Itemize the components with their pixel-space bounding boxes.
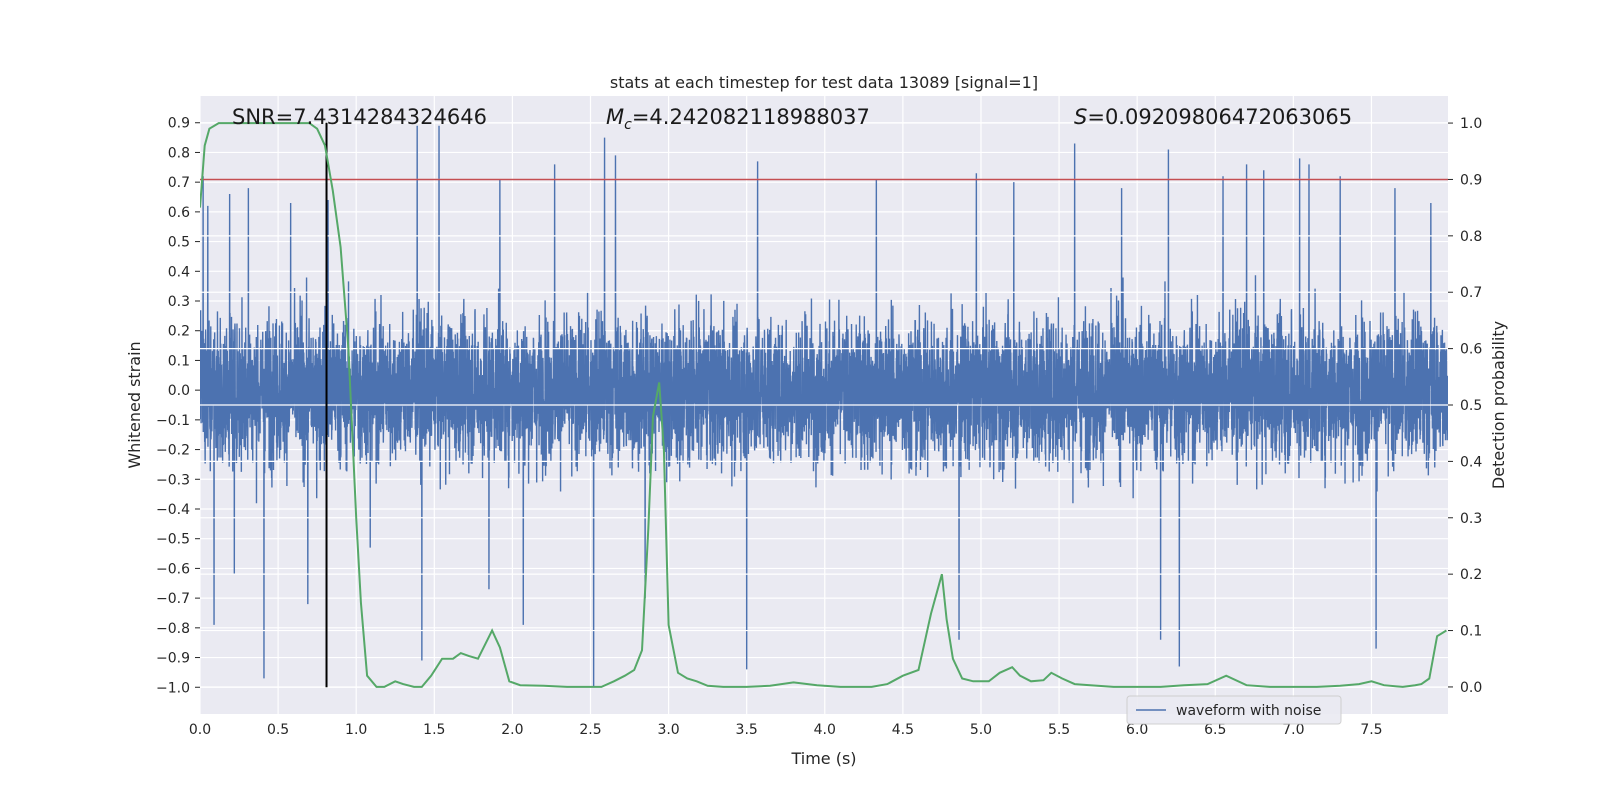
y-axis-label: Whitened strain <box>125 341 144 468</box>
y-tick-label: 0.9 <box>168 116 190 132</box>
x-tick-label: 7.0 <box>1282 722 1304 738</box>
y-tick-label: 0.0 <box>168 383 190 399</box>
y2-tick-label: 0.8 <box>1460 229 1482 245</box>
x-tick-label: 4.0 <box>814 722 836 738</box>
y-tick-label: −0.9 <box>156 651 190 667</box>
y-tick-label: −0.1 <box>156 413 190 429</box>
detection-probability-series <box>200 122 1447 688</box>
chirp-mass-value: =4.242082118988037 <box>632 105 870 129</box>
y2-tick-label: 0.0 <box>1460 680 1482 696</box>
y-tick-label: −0.4 <box>156 502 190 518</box>
y-tick-label: 0.8 <box>168 145 190 161</box>
y-tick-label: −0.7 <box>156 591 190 607</box>
y-tick-label: −1.0 <box>156 680 190 696</box>
y-tick-label: 0.5 <box>168 235 190 251</box>
y2-tick-label: 0.3 <box>1460 511 1482 527</box>
y2-tick-label: 0.2 <box>1460 567 1482 583</box>
x-tick-label: 3.5 <box>736 722 758 738</box>
y-tick-label: 0.1 <box>168 353 190 369</box>
y2-axis-label: Detection probability <box>1489 321 1508 489</box>
x-tick-label: 5.0 <box>970 722 992 738</box>
x-tick-label: 1.5 <box>423 722 445 738</box>
x-tick-label: 3.0 <box>657 722 679 738</box>
y-tick-label: 0.7 <box>168 175 190 191</box>
y-tick-label: 0.4 <box>168 264 190 280</box>
y2-tick-label: 1.0 <box>1460 116 1482 132</box>
x-tick-label: 0.0 <box>189 722 211 738</box>
waveform-series <box>200 125 1448 688</box>
y-tick-label: −0.6 <box>156 561 190 577</box>
x-axis-label: Time (s) <box>790 749 856 768</box>
y2-tick-label: 0.6 <box>1460 342 1482 358</box>
chirp-mass-subscript: c <box>624 117 632 133</box>
x-tick-label: 2.5 <box>579 722 601 738</box>
y-tick-label: −0.3 <box>156 472 190 488</box>
s-annotation: S=0.09209806472063065 <box>1074 105 1352 129</box>
y2-tick-label: 0.5 <box>1460 398 1482 414</box>
chirp-mass-symbol: M <box>606 105 624 129</box>
snr-annotation: SNR=7.4314284324646 <box>232 105 487 129</box>
y-axis-ticks: 0.9 0.8 0.7 0.6 0.5 0.4 0.3 0.2 0.1 0.0 −0.1 −0.2 −0… <box>156 116 200 696</box>
y2-tick-label: 0.4 <box>1460 454 1482 470</box>
legend-box <box>1126 695 1342 725</box>
x-tick-label: 2.0 <box>501 722 523 738</box>
y-tick-label: −0.5 <box>156 532 190 548</box>
y-tick-label: −0.2 <box>156 443 190 459</box>
y2-tick-label: 0.7 <box>1460 285 1482 301</box>
legend-label: waveform with noise <box>1176 703 1321 719</box>
y-tick-label: 0.2 <box>168 324 190 340</box>
legend: waveform with noise <box>1126 695 1342 725</box>
chirp-mass-annotation: Mc=4.242082118988037 <box>606 105 870 133</box>
y-tick-label: −0.8 <box>156 621 190 637</box>
x-tick-label: 6.5 <box>1204 722 1226 738</box>
x-tick-label: 0.5 <box>267 722 289 738</box>
y2-tick-label: 0.9 <box>1460 172 1482 188</box>
x-tick-label: 5.5 <box>1048 722 1070 738</box>
y2-axis-ticks: 1.0 0.9 0.8 0.7 0.6 0.5 0.4 0.3 0.2 0.1 0.0 <box>1448 116 1482 696</box>
y-tick-label: 0.6 <box>168 205 190 221</box>
s-value: =0.09209806472063065 <box>1087 105 1352 129</box>
y2-tick-label: 0.1 <box>1460 624 1482 640</box>
x-tick-label: 1.0 <box>345 722 367 738</box>
s-symbol: S <box>1074 105 1087 129</box>
x-axis-ticks: 0.0 0.5 1.0 1.5 2.0 2.5 3.0 3.5 4.0 4.5 5.0 5.5 6.0 6… <box>189 722 1383 738</box>
x-tick-label: 6.0 <box>1126 722 1148 738</box>
chart-title: stats at each timestep for test data 130… <box>610 73 1038 92</box>
x-tick-label: 7.5 <box>1360 722 1382 738</box>
x-tick-label: 4.5 <box>892 722 914 738</box>
y-tick-label: 0.3 <box>168 294 190 310</box>
